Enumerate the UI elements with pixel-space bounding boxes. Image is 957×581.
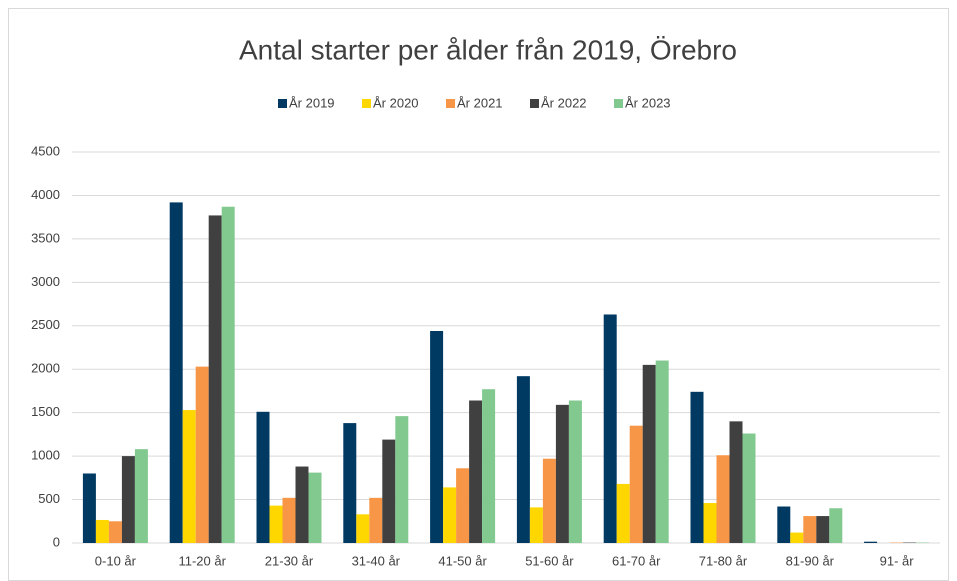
bar — [295, 466, 309, 543]
legend-label: År 2023 — [625, 95, 671, 110]
bar — [642, 364, 656, 543]
bar — [703, 503, 717, 543]
bar — [716, 455, 730, 543]
y-tick-label: 3500 — [31, 230, 60, 245]
legend-swatch — [614, 99, 623, 108]
bar — [443, 487, 457, 543]
bar — [269, 505, 283, 543]
bar — [182, 410, 196, 543]
bar — [208, 215, 222, 543]
bar — [816, 516, 830, 543]
bar — [690, 391, 704, 543]
bar — [864, 541, 878, 543]
bar — [95, 519, 109, 543]
y-tick-label: 500 — [38, 491, 60, 506]
bar — [555, 404, 569, 543]
bar — [430, 330, 444, 543]
bar — [195, 366, 209, 543]
bar — [169, 202, 183, 543]
x-tick-label: 91- år — [880, 553, 915, 568]
legend-label: År 2022 — [541, 95, 587, 110]
bar — [790, 532, 804, 543]
bar — [542, 458, 556, 543]
bar — [629, 425, 643, 543]
bar — [829, 508, 843, 543]
bar — [803, 516, 817, 543]
y-tick-label: 1000 — [31, 448, 60, 463]
y-tick-label: 2000 — [31, 361, 60, 376]
x-tick-label: 81-90 år — [786, 553, 835, 568]
bar — [655, 360, 669, 543]
bar — [482, 389, 496, 543]
y-tick-label: 2500 — [31, 317, 60, 332]
bar — [134, 449, 148, 543]
bar — [516, 376, 530, 543]
x-tick-label: 31-40 år — [352, 553, 401, 568]
x-tick-label: 71-80 år — [699, 553, 748, 568]
y-tick-label: 0 — [53, 534, 60, 549]
x-tick-label: 21-30 år — [265, 553, 314, 568]
bar — [469, 400, 483, 543]
legend-label: År 2021 — [457, 95, 503, 110]
bar — [256, 411, 270, 543]
x-tick-label: 11-20 år — [178, 553, 226, 568]
bar — [369, 497, 383, 543]
legend-swatch — [530, 99, 539, 108]
x-tick-label: 0-10 år — [95, 553, 137, 568]
legend-label: År 2019 — [289, 95, 335, 110]
legend-swatch — [362, 99, 371, 108]
y-tick-label: 4500 — [31, 143, 60, 158]
chart-title: Antal starter per ålder från 2019, Örebr… — [239, 34, 737, 65]
bar — [121, 456, 135, 543]
bar — [777, 506, 791, 543]
bar — [568, 400, 582, 543]
bar — [456, 468, 470, 543]
bar — [343, 423, 357, 543]
bar — [282, 497, 296, 543]
y-tick-label: 4000 — [31, 187, 60, 202]
y-tick-label: 1500 — [31, 404, 60, 419]
bar — [82, 473, 96, 543]
legend-swatch — [446, 99, 455, 108]
bar — [382, 439, 396, 543]
bar — [395, 416, 409, 543]
bar — [221, 206, 235, 544]
bar — [356, 514, 370, 543]
bar — [108, 521, 122, 543]
x-tick-label: 61-70 år — [612, 553, 661, 568]
bar — [729, 421, 743, 543]
bar — [603, 314, 617, 543]
bar — [529, 507, 543, 543]
y-tick-label: 3000 — [31, 274, 60, 289]
legend-label: År 2020 — [373, 95, 419, 110]
x-tick-label: 51-60 år — [525, 553, 574, 568]
bar — [742, 433, 756, 543]
bar — [616, 483, 630, 543]
bar — [308, 472, 322, 543]
legend-swatch — [278, 99, 287, 108]
x-tick-label: 41-50 år — [438, 553, 487, 568]
